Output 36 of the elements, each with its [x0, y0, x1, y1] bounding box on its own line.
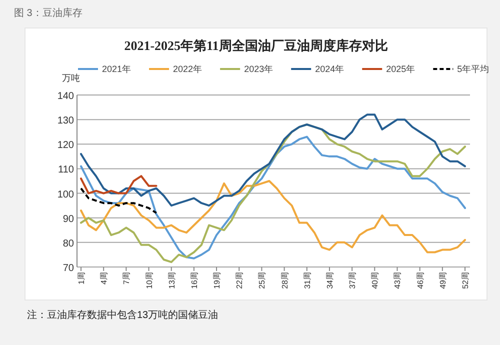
x-tick-label: 40周: [370, 272, 380, 289]
x-tick-label: 13周: [167, 272, 176, 289]
y-tick-label: 80: [62, 238, 74, 250]
y-tick-label: 130: [57, 116, 74, 127]
x-tick-label: 49周: [438, 272, 448, 289]
x-tick-label: 25周: [258, 272, 267, 289]
x-tick-label: 28周: [280, 272, 290, 289]
y-tick-label: 90: [62, 214, 74, 225]
legend-label: 5年平均: [457, 64, 490, 74]
caption: 图 3：豆油库存: [14, 7, 82, 19]
y-axis-title: 万吨: [62, 73, 80, 83]
text: 注：豆油库存数据中包含13万吨的国储豆油: [27, 309, 218, 321]
x-tick-label: 43周: [393, 272, 402, 289]
y-tick-label: 100: [57, 189, 74, 200]
x-tick-label: 1周: [77, 272, 86, 284]
x-tick-label: 10周: [144, 272, 154, 289]
x-tick-label: 37周: [348, 272, 358, 289]
x-tick-label: 22周: [235, 272, 244, 289]
x-tick-label: 31周: [302, 272, 312, 289]
x-tick-label: 46周: [416, 272, 425, 289]
chart-title: 2021-2025年第11周全国油厂豆油周度库存对比: [124, 38, 388, 53]
x-tick-label: 19周: [212, 272, 222, 289]
y-tick-label: 70: [62, 263, 74, 274]
x-tick-label: 34周: [325, 272, 334, 289]
legend-label: 2023年: [244, 64, 274, 74]
y-tick-label: 140: [57, 91, 74, 102]
legend-label: 2022年: [173, 64, 202, 74]
x-tick-label: 16周: [190, 272, 199, 289]
y-tick-label: 120: [57, 140, 74, 152]
legend-label: 2025年: [386, 64, 416, 74]
x-tick-label: 7周: [122, 272, 132, 284]
y-tick-label: 110: [58, 164, 74, 176]
x-tick-label: 52周: [461, 272, 470, 289]
x-tick-label: 4周: [100, 272, 109, 284]
legend-label: 2021年: [102, 64, 132, 74]
legend-label: 2024年: [315, 64, 344, 74]
